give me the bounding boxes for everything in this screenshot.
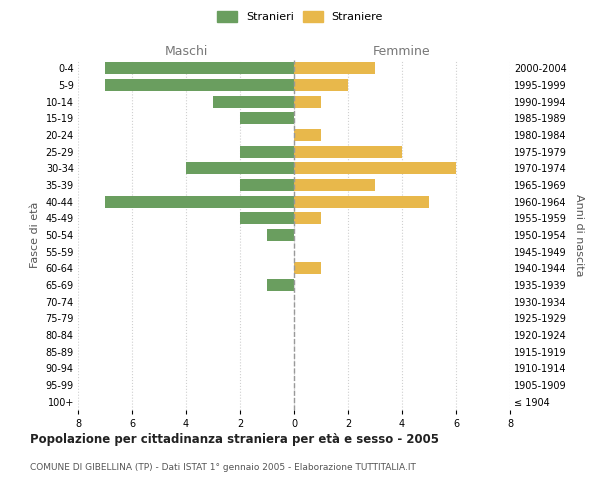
Y-axis label: Fasce di età: Fasce di età <box>30 202 40 268</box>
Bar <box>267 279 294 291</box>
Bar <box>294 62 375 74</box>
Text: Popolazione per cittadinanza straniera per età e sesso - 2005: Popolazione per cittadinanza straniera p… <box>30 432 439 446</box>
Bar <box>240 112 294 124</box>
Text: Femmine: Femmine <box>373 44 431 58</box>
Bar <box>294 179 375 191</box>
Bar <box>213 96 294 108</box>
Bar <box>294 196 429 207</box>
Bar <box>294 79 348 91</box>
Legend: Stranieri, Straniere: Stranieri, Straniere <box>217 10 383 22</box>
Bar <box>240 179 294 191</box>
Bar <box>294 262 321 274</box>
Text: Maschi: Maschi <box>164 44 208 58</box>
Bar <box>294 129 321 141</box>
Bar <box>186 162 294 174</box>
Bar <box>294 146 402 158</box>
Bar <box>105 62 294 74</box>
Bar <box>294 162 456 174</box>
Bar <box>267 229 294 241</box>
Bar <box>105 196 294 207</box>
Y-axis label: Anni di nascita: Anni di nascita <box>574 194 584 276</box>
Bar <box>240 212 294 224</box>
Bar <box>105 79 294 91</box>
Bar <box>240 146 294 158</box>
Text: COMUNE DI GIBELLINA (TP) - Dati ISTAT 1° gennaio 2005 - Elaborazione TUTTITALIA.: COMUNE DI GIBELLINA (TP) - Dati ISTAT 1°… <box>30 462 416 471</box>
Bar <box>294 96 321 108</box>
Bar <box>294 212 321 224</box>
